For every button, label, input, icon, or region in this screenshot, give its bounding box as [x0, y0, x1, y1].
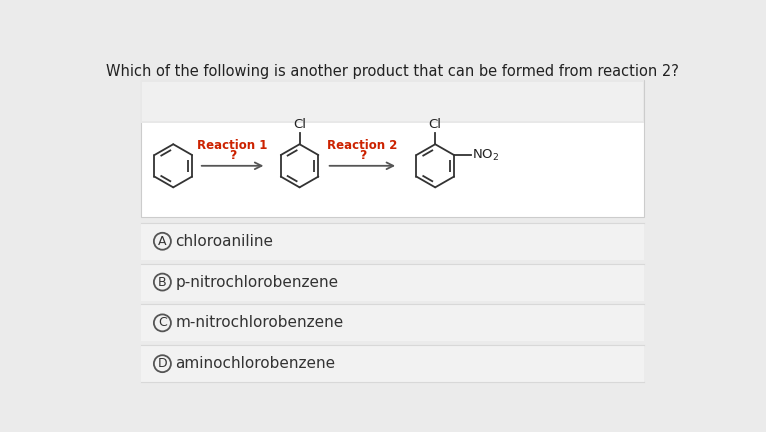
Text: Reaction 1: Reaction 1: [198, 139, 268, 152]
Text: D: D: [158, 357, 167, 370]
Bar: [141, 80, 644, 217]
Text: m-nitrochlorobenzene: m-nitrochlorobenzene: [175, 315, 344, 330]
Bar: [141, 223, 644, 260]
Bar: [142, 82, 643, 121]
Text: Cl: Cl: [429, 118, 442, 131]
Text: ?: ?: [229, 149, 236, 162]
Text: B: B: [158, 276, 167, 289]
Text: p-nitrochlorobenzene: p-nitrochlorobenzene: [175, 275, 339, 289]
Text: NO$_2$: NO$_2$: [472, 147, 499, 162]
Bar: [141, 264, 644, 301]
Text: ?: ?: [358, 149, 366, 162]
Text: aminochlorobenzene: aminochlorobenzene: [175, 356, 336, 371]
Text: Cl: Cl: [293, 118, 306, 131]
Bar: [141, 305, 644, 341]
Text: chloroaniline: chloroaniline: [175, 234, 273, 249]
Text: Reaction 2: Reaction 2: [327, 139, 398, 152]
Text: C: C: [158, 316, 167, 329]
Bar: [141, 80, 644, 123]
Text: Which of the following is another product that can be formed from reaction 2?: Which of the following is another produc…: [106, 64, 679, 79]
Bar: [141, 345, 644, 382]
Text: A: A: [158, 235, 167, 248]
